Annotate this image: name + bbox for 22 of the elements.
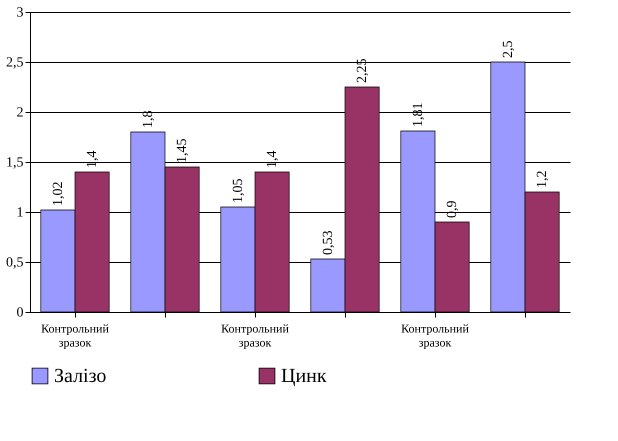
y-tick-label: 0,5 xyxy=(6,256,24,270)
data-label: 1,45 xyxy=(175,138,190,163)
y-tick-label: 0 xyxy=(16,306,24,320)
data-label: 1,05 xyxy=(230,178,246,203)
legend-label: Цинк xyxy=(281,365,327,387)
data-label: 1,4 xyxy=(85,150,100,168)
y-tick-label: 2,5 xyxy=(6,56,24,70)
y-tick-label: 1,5 xyxy=(6,156,24,170)
y-tick-label: 1 xyxy=(16,206,24,220)
data-label: 0,53 xyxy=(320,230,336,255)
y-tick-label: 2 xyxy=(16,106,24,120)
data-label: 1,2 xyxy=(535,170,550,188)
x-tick-label: Контрольний зразок xyxy=(401,322,470,350)
data-label: 2,25 xyxy=(355,58,370,83)
data-label: 2,5 xyxy=(500,40,516,58)
data-label: 1,02 xyxy=(50,182,66,206)
data-label: 1,4 xyxy=(265,150,280,168)
x-tick-label: Контрольний зразок xyxy=(221,322,290,350)
legend-label: Залізо xyxy=(54,365,106,387)
y-tick-label: 3 xyxy=(16,6,24,20)
data-label: 1,81 xyxy=(410,102,426,127)
x-tick-label: Контрольний зразок xyxy=(41,322,110,350)
